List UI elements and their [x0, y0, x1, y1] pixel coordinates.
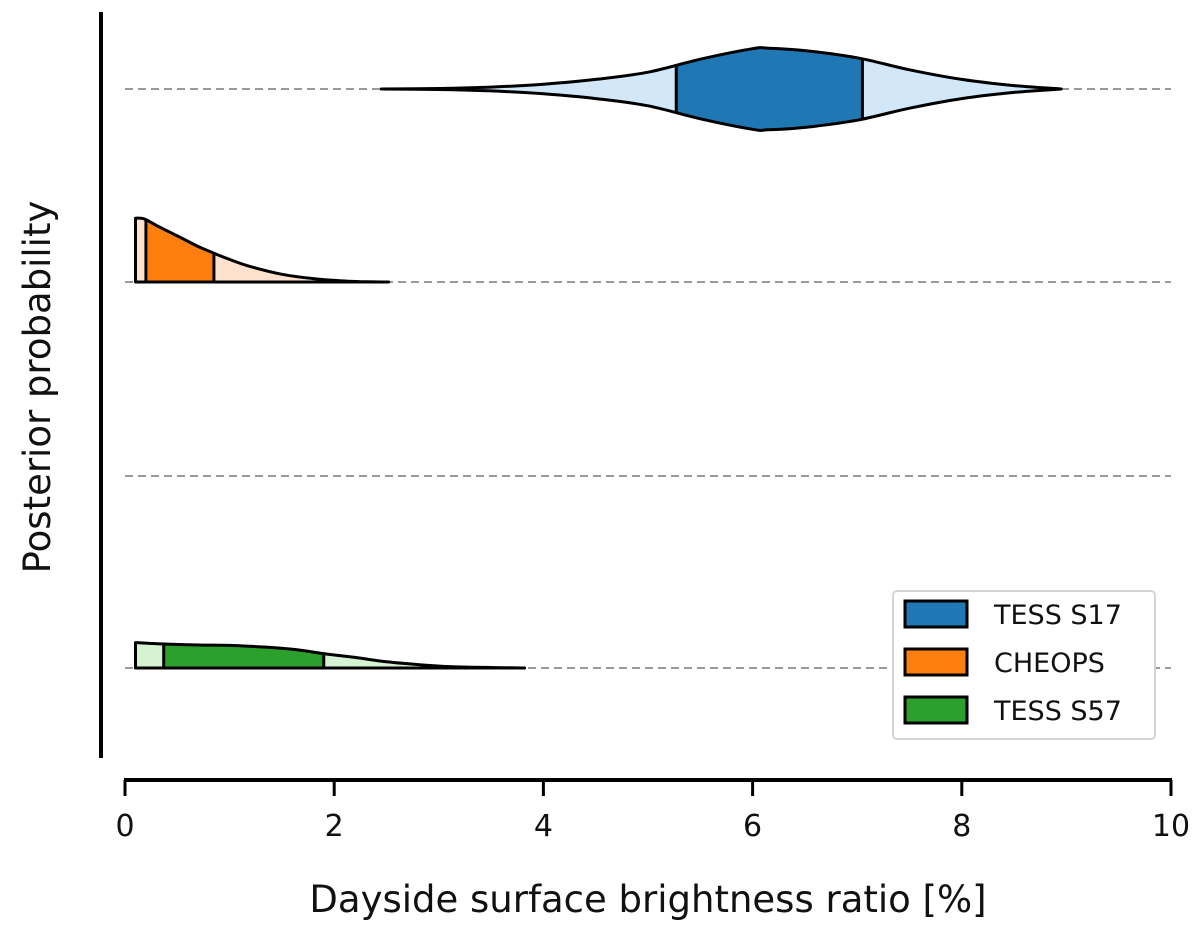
- x-tick-label: 0: [115, 809, 134, 844]
- x-tick-label: 8: [952, 809, 971, 844]
- x-tick-label: 6: [743, 809, 762, 844]
- violin-tess-s57: [134, 641, 527, 670]
- violin-credible-band: [163, 644, 324, 668]
- violins: [134, 46, 1063, 670]
- violin-credible-band: [145, 219, 214, 282]
- violin-tess-s17: [379, 46, 1063, 132]
- legend-entry: CHEOPS: [903, 647, 1105, 679]
- legend-entry: TESS S17: [903, 599, 1122, 631]
- legend-label: TESS S17: [993, 600, 1122, 631]
- x-tick-label: 10: [1152, 809, 1190, 844]
- legend-label: TESS S57: [993, 696, 1122, 727]
- violin-credible-band: [676, 47, 864, 131]
- y-axis-title: Posterior probability: [16, 201, 59, 574]
- x-ticks: 0 2 4 6 8 10: [115, 780, 1190, 844]
- violin-cheops: [134, 216, 391, 284]
- legend: TESS S17 CHEOPS TESS S57: [892, 590, 1156, 740]
- violin-outline: [379, 46, 1063, 132]
- x-tick-label: 2: [325, 809, 344, 844]
- legend-swatch: [903, 647, 969, 677]
- legend-entry: TESS S57: [903, 695, 1122, 727]
- x-axis-title: Dayside surface brightness ratio [%]: [309, 878, 986, 921]
- legend-swatch: [903, 695, 969, 725]
- legend-label: CHEOPS: [994, 648, 1105, 679]
- grid-lines: [125, 88, 1171, 669]
- x-tick-label: 4: [534, 809, 553, 844]
- legend-swatch: [903, 599, 969, 629]
- legend-entries: TESS S17 CHEOPS TESS S57: [903, 599, 1122, 727]
